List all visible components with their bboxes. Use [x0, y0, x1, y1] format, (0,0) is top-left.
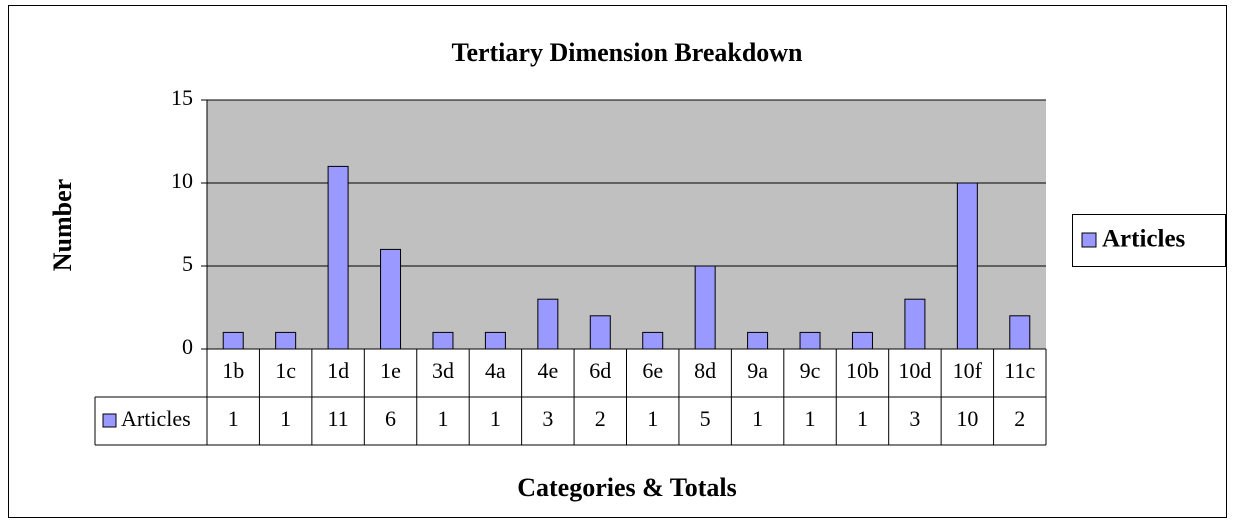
bar — [642, 331, 664, 350]
bar — [432, 331, 454, 350]
table-value: 1 — [490, 406, 501, 431]
x-tick-label: 10b — [846, 358, 879, 383]
table-value: 5 — [700, 406, 711, 431]
table-value: 3 — [909, 406, 920, 431]
table-value: 11 — [328, 406, 349, 431]
bar — [275, 331, 297, 350]
x-tick-label: 9c — [800, 358, 821, 383]
table-value: 1 — [280, 406, 291, 431]
bar — [327, 165, 349, 350]
y-tick-label: 0 — [182, 334, 193, 359]
legend-box — [1072, 214, 1226, 267]
bar — [1009, 315, 1031, 350]
bar — [956, 182, 978, 350]
x-tick-label: 3d — [432, 358, 454, 383]
chart-title: Tertiary Dimension Breakdown — [451, 38, 803, 67]
x-tick-label: 11c — [1004, 358, 1035, 383]
bar — [537, 298, 559, 350]
bar — [589, 315, 611, 350]
table-value: 1 — [857, 406, 868, 431]
table-value: 1 — [437, 406, 448, 431]
y-tick-label: 10 — [171, 168, 193, 193]
x-tick-label: 6e — [642, 358, 663, 383]
table-legend-key — [102, 413, 117, 428]
bar — [222, 331, 244, 350]
bar — [799, 331, 821, 350]
bar — [484, 331, 506, 350]
x-tick-label: 1d — [327, 358, 349, 383]
x-tick-label: 8d — [694, 358, 716, 383]
bar — [380, 248, 402, 350]
bar — [851, 331, 873, 350]
table-value: 1 — [647, 406, 658, 431]
y-tick-label: 15 — [171, 85, 193, 110]
table-value: 2 — [595, 406, 606, 431]
table-value: 10 — [956, 406, 978, 431]
table-series-name: Articles — [121, 406, 191, 431]
x-tick-label: 1b — [222, 358, 244, 383]
legend-key — [1081, 232, 1097, 248]
table-value: 3 — [542, 406, 553, 431]
bar — [694, 265, 716, 350]
table-value: 1 — [805, 406, 816, 431]
table-value: 6 — [385, 406, 396, 431]
y-axis-label: Number — [48, 179, 77, 271]
x-axis-label: Categories & Totals — [517, 473, 737, 502]
table-value: 1 — [228, 406, 239, 431]
table-value: 1 — [752, 406, 763, 431]
x-tick-label: 9a — [747, 358, 768, 383]
bar — [747, 331, 769, 350]
table-value: 2 — [1014, 406, 1025, 431]
x-tick-label: 10f — [953, 358, 983, 383]
x-tick-label: 4e — [537, 358, 558, 383]
x-tick-label: 1c — [275, 358, 296, 383]
y-tick-label: 5 — [182, 251, 193, 276]
x-tick-label: 10d — [898, 358, 931, 383]
legend-label: Articles — [1102, 226, 1186, 253]
bar — [904, 298, 926, 350]
x-tick-label: 4a — [485, 358, 506, 383]
x-tick-label: 6d — [589, 358, 611, 383]
x-tick-label: 1e — [380, 358, 401, 383]
